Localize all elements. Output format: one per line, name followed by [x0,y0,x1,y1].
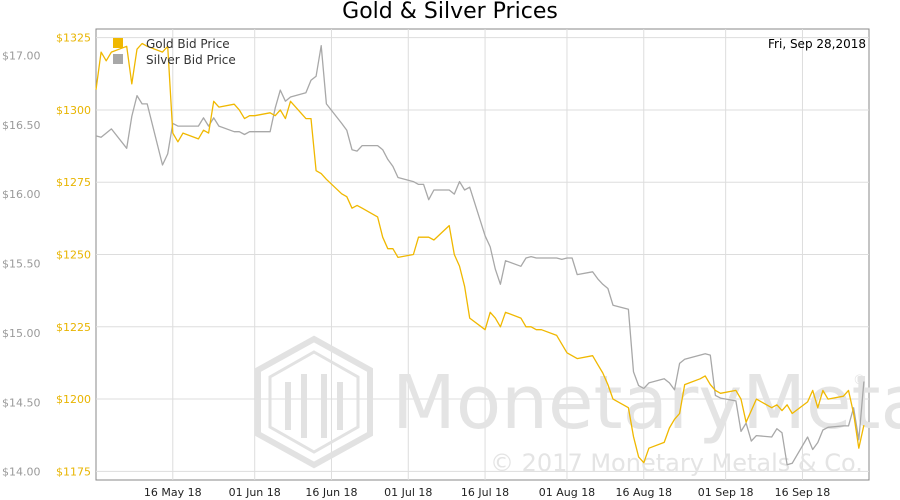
y-axis-right-ticks: $17.00 $16.50 $16.00 $15.50 $15.00 $14.50 $14.… [2,49,41,478]
y-tick-label-right: $16.00 [2,188,41,201]
x-tick-label: 16 Jun 18 [305,486,357,499]
y-tick-label-left: $1300 [56,104,91,117]
y-tick-label-left: $1325 [56,32,91,45]
legend-swatch-silver [113,54,123,64]
x-tick-label: 16 Aug 18 [616,486,672,499]
legend-item-silver[interactable]: Silver Bid Price [113,53,236,67]
y-tick-label-right: $16.50 [2,119,41,132]
legend-item-gold[interactable]: Gold Bid Price [113,37,230,51]
current-date-label: Fri, Sep 28,2018 [768,37,866,51]
legend-swatch-gold [113,38,123,48]
y-tick-label-left: $1225 [56,321,91,334]
y-axis-left-ticks: $1325 $1300 $1275 $1250 $1225 $1200 $1175 [56,32,91,479]
y-tick-label-left: $1175 [56,465,91,478]
x-axis-ticks: 16 May 18 01 Jun 18 16 Jun 18 01 Jul 18 16 J… [144,486,830,499]
x-tick-label: 01 Aug 18 [539,486,595,499]
watermark-copyright: © 2017 Monetary Metals & Co. [490,449,863,477]
x-tick-label: 16 May 18 [144,486,202,499]
series-line-silver [95,45,865,466]
watermark-logo-icon [255,335,373,469]
y-tick-label-left: $1250 [56,249,91,262]
y-tick-label-right: $14.00 [2,466,41,479]
y-tick-label-left: $1275 [56,176,91,189]
y-tick-label-right: $17.00 [2,49,41,62]
watermark-registered-mark: ® [853,373,866,388]
legend-label-gold: Gold Bid Price [146,37,230,51]
x-tick-label: 01 Sep 18 [698,486,754,499]
y-gridlines [96,37,869,472]
series-line-gold [95,42,865,464]
series-lines [95,42,865,466]
legend-label-silver: Silver Bid Price [146,53,236,67]
x-tick-label: 01 Jun 18 [229,486,281,499]
y-tick-label-right: $15.50 [2,258,41,271]
x-tick-label: 16 Sep 18 [775,486,831,499]
y-tick-label-right: $15.00 [2,327,41,340]
legend[interactable]: Gold Bid Price Silver Bid Price [113,37,236,67]
y-tick-label-left: $1200 [56,393,91,406]
y-tick-label-right: $14.50 [2,396,41,409]
chart-title: Gold & Silver Prices [342,0,558,24]
x-tick-label: 16 Jul 18 [461,486,509,499]
x-tick-label: 01 Jul 18 [384,486,432,499]
